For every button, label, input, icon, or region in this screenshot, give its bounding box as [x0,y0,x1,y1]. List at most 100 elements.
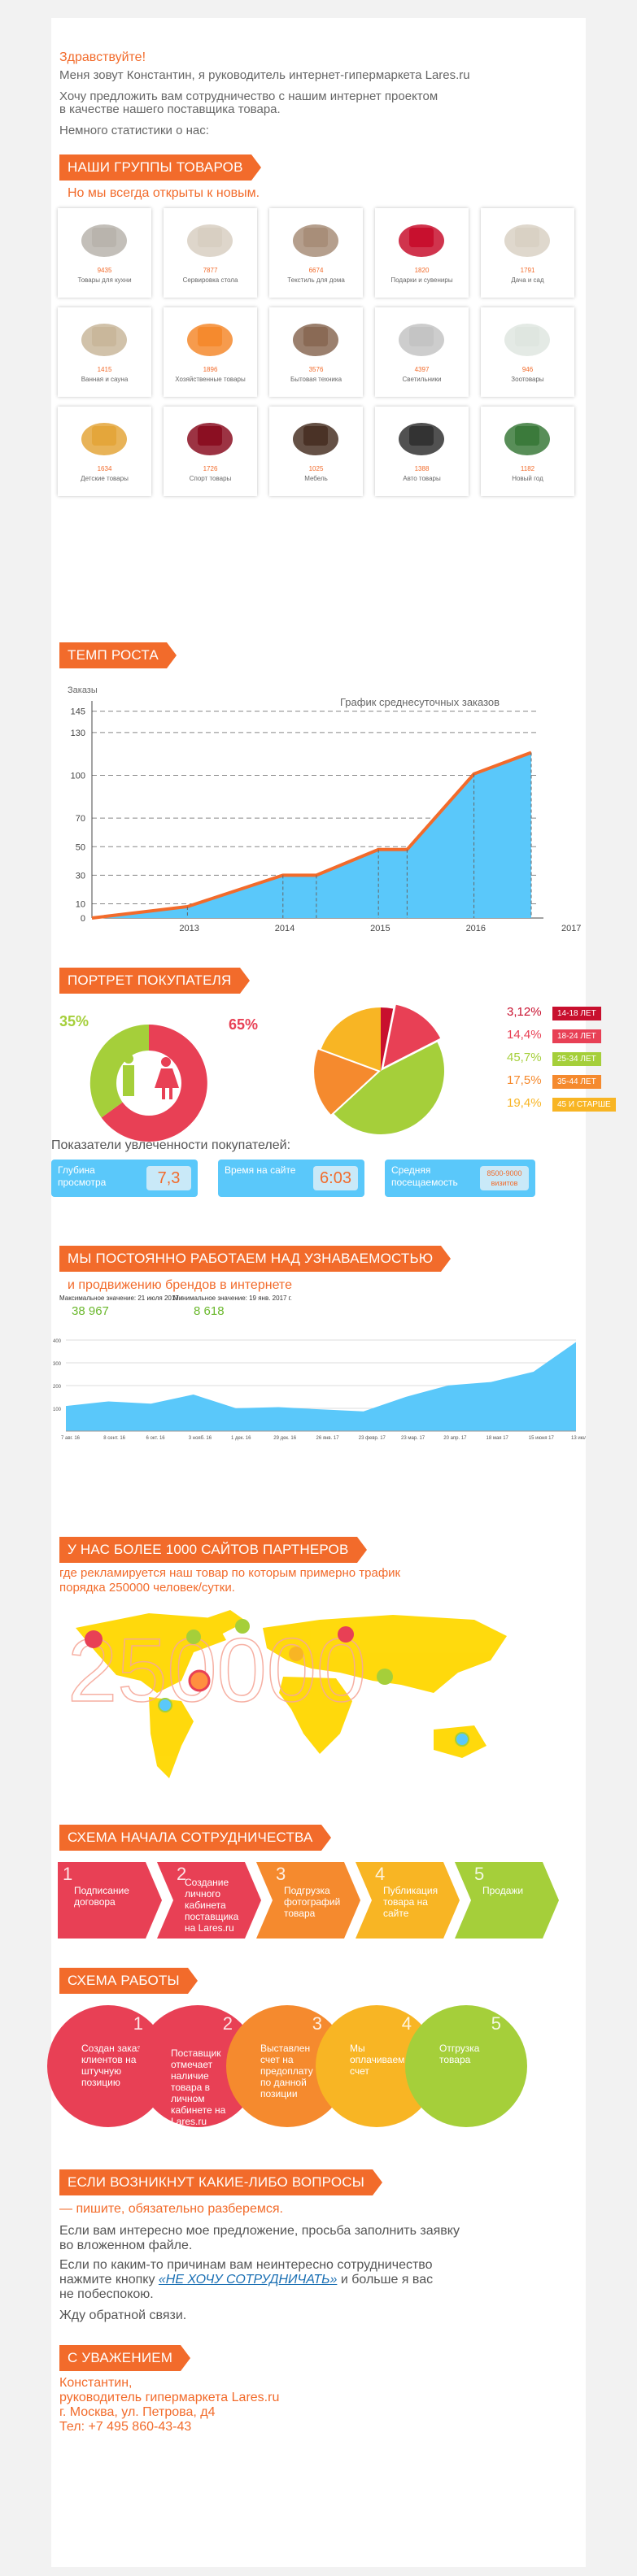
x-tick-label: 23 мар. 17 [401,1436,425,1441]
step-number: 4 [375,1864,386,1884]
growth-chart-title: График среднесуточных заказов [340,696,500,708]
start-step: 4 Публикация товара на сайте [356,1862,460,1939]
product-card[interactable]: 3576 Бытовая техника [269,307,363,397]
legend-row: 3,12% 14-18 ЛЕТ [507,1005,629,1020]
product-count: 1896 [203,366,218,373]
y-tick-label: 50 [76,842,85,852]
product-name: Новый год [512,475,543,482]
product-card[interactable]: 1896 Хозяйственные товары [164,307,257,397]
start-step: 2 Создание личного кабинета поставщика на… [157,1862,261,1939]
intro-line: в качестве нашего поставщика товара. [59,102,281,116]
email-card: Здравствуйте! Меня зовут Константин, я р… [47,18,616,2567]
product-card[interactable]: 946 Зоотовары [481,307,574,397]
product-name: Спорт товары [189,475,232,482]
partners-line: где рекламируется наш товар по которым п… [59,1566,401,1580]
product-card[interactable]: 9435 Товары для кухни [58,208,151,298]
product-card[interactable]: 4397 Светильники [375,307,469,397]
legend-pct: 17,5% [507,1073,542,1087]
men-pct: 35% [59,1013,89,1029]
product-count: 1388 [414,465,430,472]
legend-age: 14-18 ЛЕТ [552,1007,601,1020]
big-number: 250000 [68,1621,366,1721]
metric-label: Средняя посещаемость [391,1164,458,1188]
metric-value: 6:03 [313,1166,358,1190]
age-slice [321,1007,381,1071]
product-count: 946 [521,366,534,373]
product-name: Детские товары [81,475,129,482]
metric-label: Время на сайте [225,1164,296,1176]
mixer-icon [287,315,344,360]
x-tick-label: 23 февр. 17 [359,1436,386,1441]
sign-address: г. Москва, ул. Петрова, д4 [59,2405,216,2419]
questions-text: не побеспокою. [59,2287,154,2301]
step-text: Выставлен счет на предоплату по данной п… [260,2043,313,2100]
traffic-area [66,1342,576,1431]
product-card[interactable]: 6674 Текстиль для дома [269,208,363,298]
product-count: 1820 [414,267,430,274]
product-card[interactable]: 1025 Мебель [269,407,363,496]
y-tick-label: 130 [71,729,85,738]
brand-banner: МЫ ПОСТОЯННО РАБОТАЕМ НАД УЗНАВАЕМОСТЬЮ [59,1246,452,1272]
questions-text-part: нажмите кнопку [59,2273,155,2287]
sign-phone: Тел: +7 495 860-43-43 [59,2420,192,2434]
x-tick-label: 6 окт. 16 [146,1436,166,1441]
toy-icon [76,415,133,459]
cookware-icon [76,216,133,261]
product-card[interactable]: 1634 Детские товары [58,407,151,496]
product-count: 7877 [203,267,218,274]
step-text: Создан заказ клиентов на штучную позицию [81,2043,142,2088]
bathroom-set-icon [76,315,133,360]
product-card[interactable]: 7877 Сервировка стола [164,208,257,298]
questions-subtitle: — пишите, обязательно разберемся. [59,2202,283,2216]
min-label: Минимальное значение: 19 янв. 2017 г. [173,1295,292,1302]
step-text: Публикация товара на сайте [383,1885,438,1919]
women-pct: 65% [229,1016,258,1033]
x-tick-label: 26 янв. 17 [316,1436,340,1441]
step-number: 5 [474,1864,485,1884]
growth-banner: ТЕМП РОСТА [59,642,177,668]
age-slice [334,1042,444,1134]
x-tick-label: 8 сент. 16 [103,1436,125,1441]
partners-line: порядка 250000 человек/сутки. [59,1581,235,1595]
product-card[interactable]: 1726 Спорт товары [164,407,257,496]
metric-box: Время на сайте 6:03 [218,1160,364,1197]
product-count: 1791 [520,267,535,274]
questions-text: во вложенном файле. [59,2239,193,2252]
ironing-board-icon [181,315,238,360]
decline-link[interactable]: «НЕ ХОЧУ СОТРУДНИЧАТЬ» [158,2273,338,2287]
product-card[interactable]: 1791 Дача и сад [481,208,574,298]
legend-pct: 45,7% [507,1051,542,1064]
intro-line: Немного статистики о нас: [59,124,209,137]
product-card[interactable]: 1820 Подарки и сувениры [375,208,469,298]
product-count: 1634 [97,465,112,472]
questions-text: нажмите кнопку «НЕ ХОЧУ СОТРУДНИЧАТЬ» и … [59,2272,433,2288]
product-card[interactable]: 1182 Новый год [481,407,574,496]
male-icon [123,1054,134,1096]
engagement-title: Показатели увлеченности покупателей: [51,1138,291,1152]
dining-set-icon [287,415,344,459]
product-card[interactable]: 1415 Ванная и сауна [58,307,151,397]
x-tick-label: 1 дек. 16 [231,1436,251,1441]
y-tick-label: 145 [71,707,85,717]
y-tick-label: 10 [76,899,85,909]
legend-pct: 3,12% [507,1005,542,1019]
y-tick-label: 0 [81,914,85,924]
x-tick-label: 15 июня 17 [529,1436,555,1441]
product-name: Сервировка стола [182,276,238,284]
questions-banner: ЕСЛИ ВОЗНИКНУТ КАКИЕ-ЛИБО ВОПРОСЫ [59,2169,382,2195]
y-tick-label: 100 [71,772,85,781]
step-number: 5 [491,2013,501,2034]
chandelier-icon [393,315,450,360]
y-tick-label: 300 [53,1362,62,1367]
legend-pct: 14,4% [507,1028,542,1042]
questions-text-part: и больше я вас [340,2273,434,2287]
step-text: Поставщик отмечает наличие товара в личн… [171,2047,226,2127]
product-count: 6674 [308,267,324,274]
product-count: 4397 [414,366,430,373]
age-slice [381,1007,394,1071]
sign-name: Константин, [59,2376,133,2390]
traffic-chart: 100 200 300 400 7 авг. 16 8 сент. 16 6 окт. 16… [53,1339,586,1441]
legend-pct: 19,4% [507,1096,542,1110]
product-card[interactable]: 1388 Авто товары [375,407,469,496]
y-tick-label: 70 [76,814,85,824]
